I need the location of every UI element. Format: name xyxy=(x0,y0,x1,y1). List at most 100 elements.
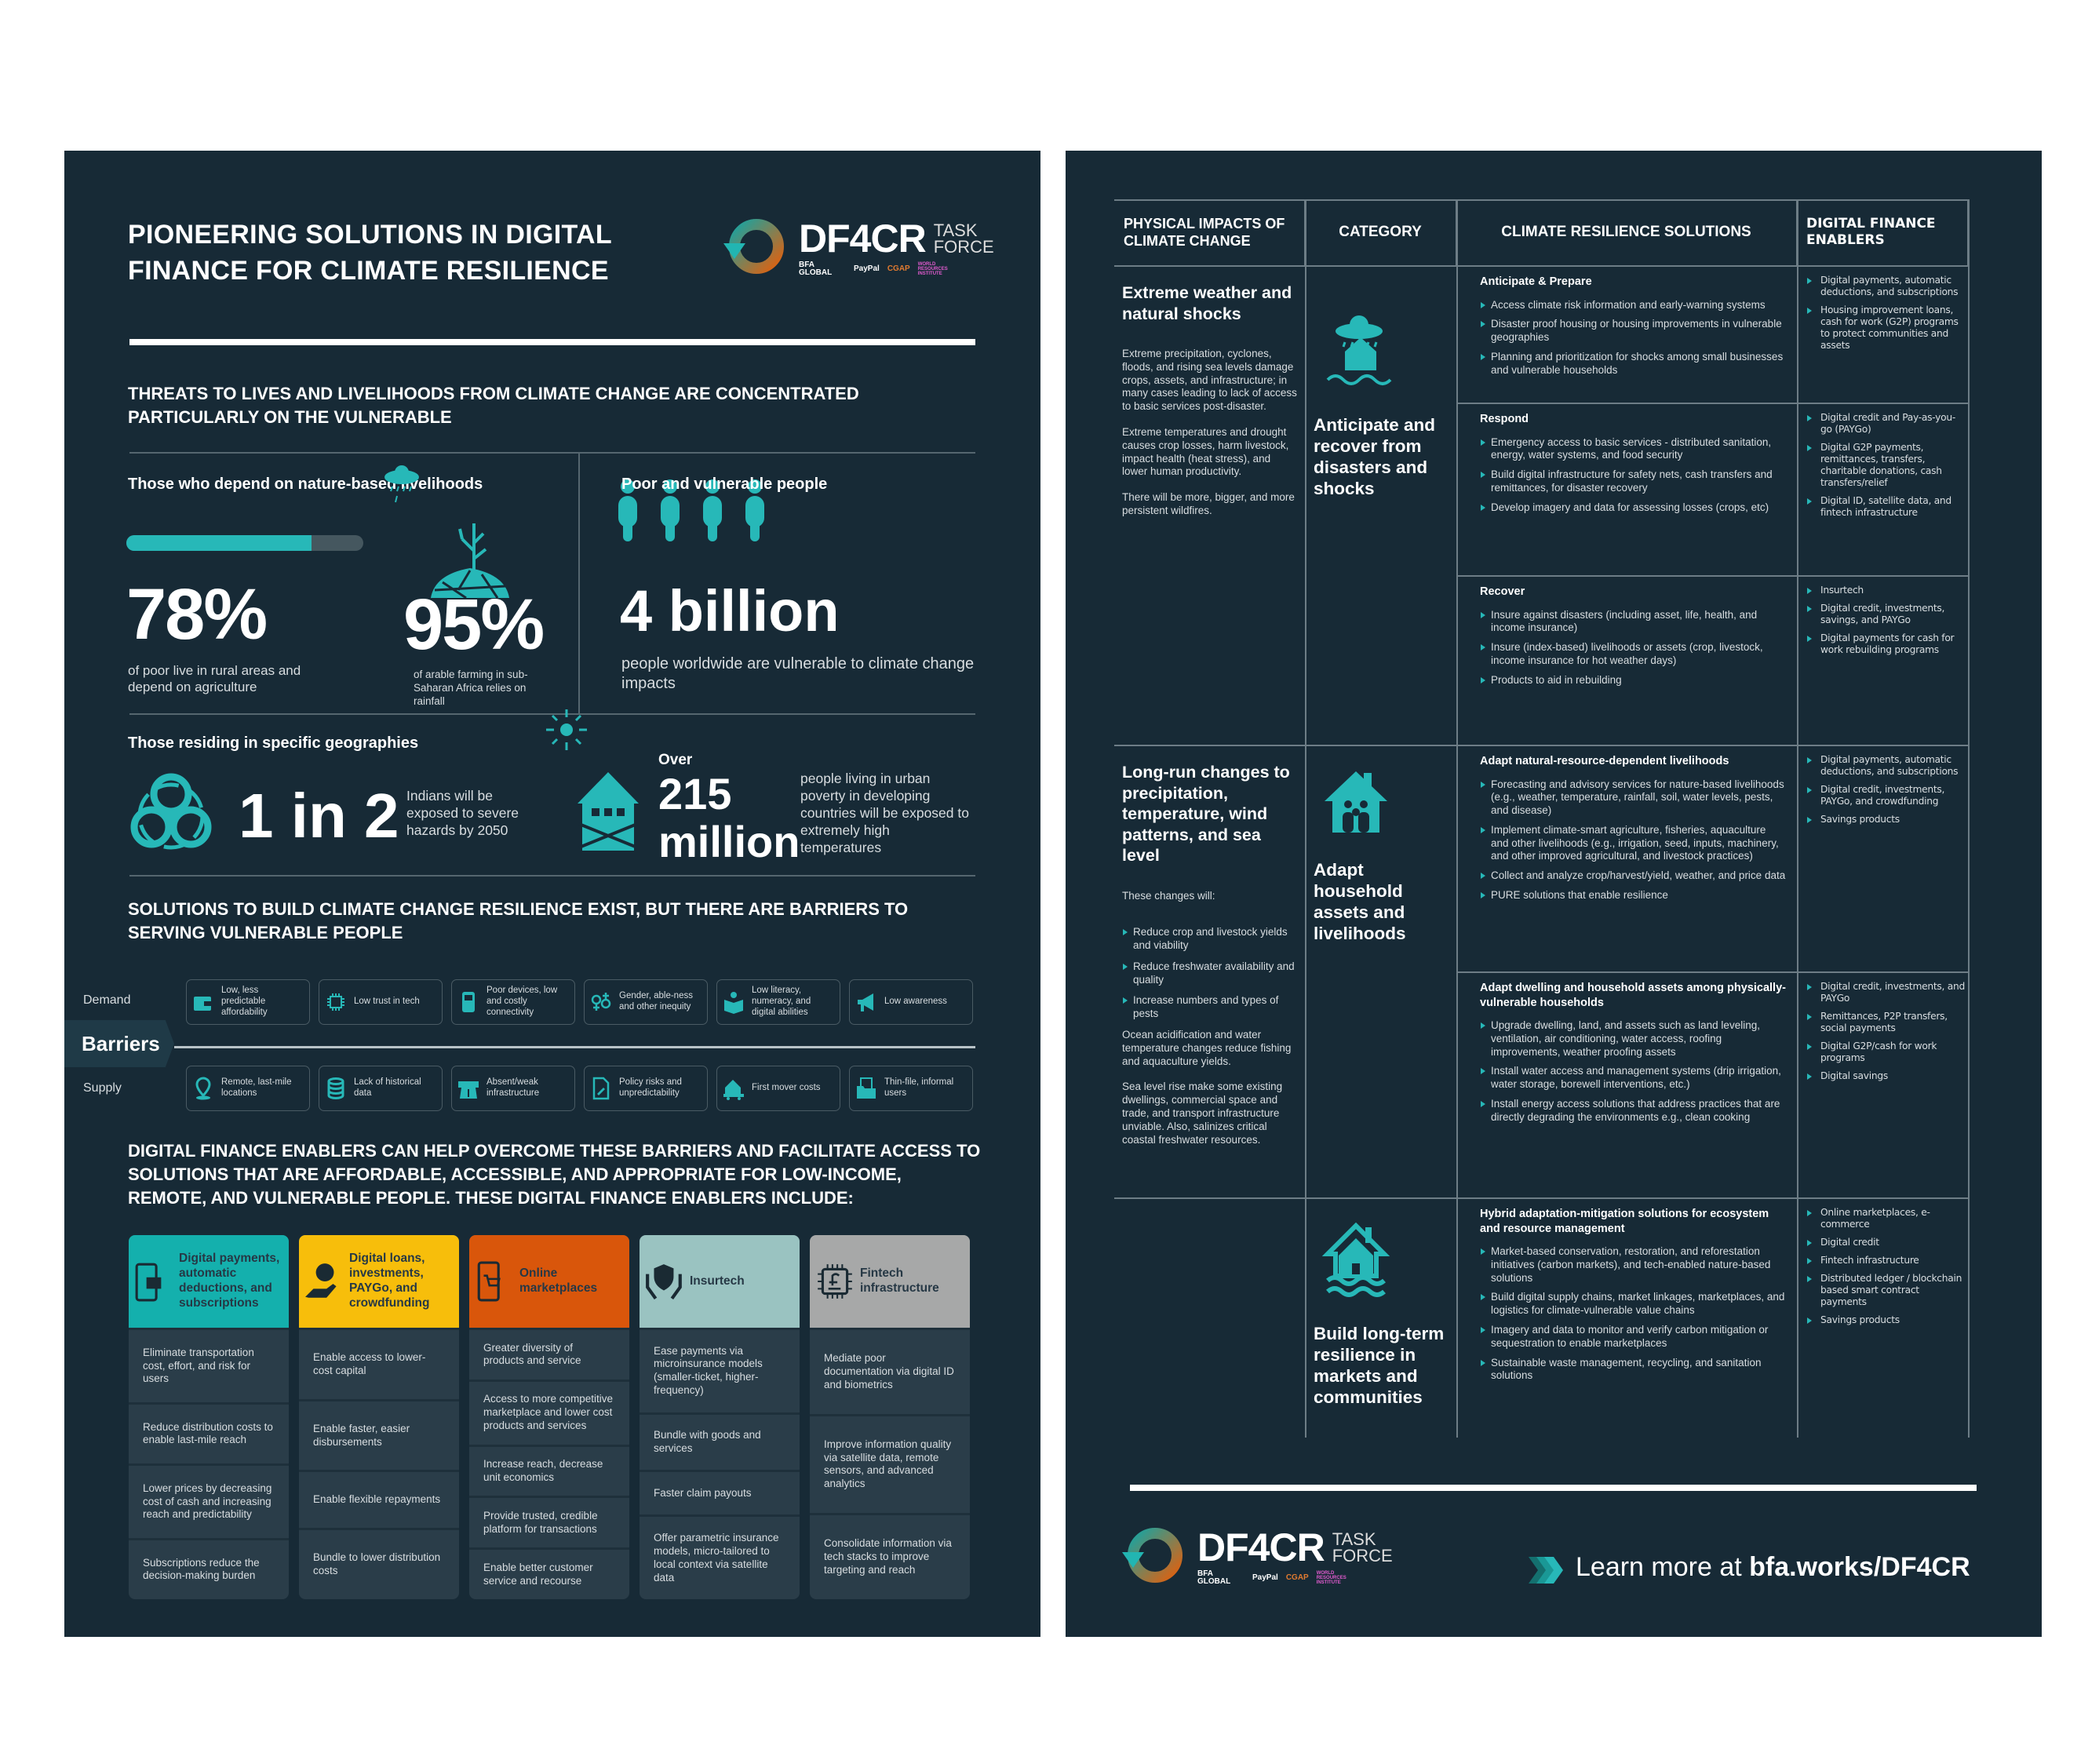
barrier-text: Poor devices, low and costly connectivit… xyxy=(486,986,558,1017)
df4cr-logo: DF4CR TASK FORCE BFA GLOBAL PayPal CGAP WORLD … xyxy=(722,213,994,279)
enabler-header: Digital payments, automatic deductions, … xyxy=(129,1235,289,1328)
barrier-demand-item: Low awareness xyxy=(849,979,973,1025)
category-title: Build long-term resilience in markets an… xyxy=(1314,1324,1445,1407)
logo-tag: FORCE xyxy=(933,237,994,257)
sun-icon xyxy=(546,709,587,750)
solution-bullet: Upgrade dwelling, land, and assets such … xyxy=(1480,1019,1786,1059)
barrier-supply-item: First mover costs xyxy=(716,1066,840,1111)
solution-bullet: Build digital supply chains, market link… xyxy=(1480,1291,1786,1318)
impact-title: Long-run changes to precipitation, tempe… xyxy=(1122,763,1290,865)
enablers-cell: Digital payments, automatic deductions, … xyxy=(1806,275,1966,358)
barrier-demand-item: Low trust in tech xyxy=(319,979,443,1025)
barrier-text: Lack of historical data xyxy=(354,1077,421,1098)
impact-bullet: Increase numbers and types of pests xyxy=(1122,994,1299,1021)
barrier-text: Policy risks and unpredictability xyxy=(619,1077,682,1098)
category-cell: Anticipate and recover from disasters an… xyxy=(1314,314,1451,499)
shield-hands-icon xyxy=(646,1264,682,1300)
enabler-bullet: Distributed ledger / blockchain based sm… xyxy=(1806,1273,1966,1308)
solutions-cell: Anticipate & Prepare Access climate risk … xyxy=(1480,275,1786,383)
logo-tag: TASK xyxy=(933,220,978,240)
barrier-text: Low, less predictable affordability xyxy=(221,986,268,1017)
enabler-benefit: Access to more competitive marketplace a… xyxy=(469,1379,629,1445)
urban-stat-unit: million xyxy=(658,817,800,866)
enabler-benefit: Consolidate information via tech stacks … xyxy=(810,1513,970,1599)
enabler-benefit: Eliminate transportation cost, effort, a… xyxy=(129,1328,289,1402)
enabler-title: Fintech infrastructure xyxy=(860,1267,939,1295)
rainfall-stat: 95% xyxy=(403,585,545,665)
partner-logo: BFA GLOBAL xyxy=(1197,1569,1231,1586)
barrier-supply-item: Absent/weak infrastructure xyxy=(451,1066,575,1111)
learn-more-url[interactable]: bfa.works/DF4CR xyxy=(1749,1552,1970,1582)
logo-tag: TASK xyxy=(1332,1529,1376,1549)
geographies-heading: Those residing in specific geographies xyxy=(128,734,419,752)
enabler-bullet: Digital credit, investments, savings, an… xyxy=(1806,603,1966,626)
learn-more-text: Learn more at xyxy=(1576,1552,1750,1582)
enabler-benefit: Enable faster, easier disbursements xyxy=(299,1398,459,1471)
impact-bullet: Reduce crop and livestock yields and via… xyxy=(1122,926,1299,953)
chip-icon xyxy=(327,993,344,1011)
rain-cloud-icon xyxy=(384,465,419,503)
enablers-cell: Digital credit, investments, and PAYGo Re… xyxy=(1806,981,1966,1088)
partner-logo: WORLD RESOURCES INSTITUTE xyxy=(917,262,948,276)
solutions-cell: Respond Emergency access to basic service… xyxy=(1480,412,1786,520)
enabler-benefit: Greater diversity of products and servic… xyxy=(469,1328,629,1379)
enabler-header: Digital loans, investments, PAYGo, and c… xyxy=(299,1235,459,1328)
barrier-text: Low literacy, numeracy, and digital abil… xyxy=(752,986,811,1017)
partner-logo: WORLD RESOURCES INSTITUTE xyxy=(1316,1571,1346,1585)
divider xyxy=(578,452,580,713)
partner-logo: CGAP xyxy=(887,264,910,273)
solutions-cell: Recover Insure against disasters (includi… xyxy=(1480,585,1786,693)
category-cell: Adapt household assets and livelihoods xyxy=(1314,768,1451,944)
partner-logos: BFA GLOBAL PayPal CGAP WORLD RESOURCES INST… xyxy=(799,261,994,277)
india-stat: 1 in 2 xyxy=(239,781,399,851)
impact-bullet: Reduce freshwater availability and quali… xyxy=(1122,960,1299,987)
solution-bullet: Collect and analyze crop/harvest/yield, … xyxy=(1480,869,1786,883)
enabler-bullet: Online marketplaces, e-commerce xyxy=(1806,1207,1966,1230)
group-divider xyxy=(1456,971,1968,973)
category-title: Adapt household assets and livelihoods xyxy=(1314,860,1406,943)
solution-bullet: Insure (index-based) livelihoods or asse… xyxy=(1480,641,1786,668)
enabler-bullet: Digital ID, satellite data, and fintech … xyxy=(1806,495,1966,519)
solution-bullet: Install water access and management syst… xyxy=(1480,1065,1786,1092)
solution-bullet: Emergency access to basic services - dis… xyxy=(1480,436,1786,463)
solution-bullet: Market-based conservation, restoration, … xyxy=(1480,1245,1786,1285)
enabler-benefit: Bundle with goods and services xyxy=(640,1412,800,1471)
impact-paragraph: Sea level rise make some existing dwelli… xyxy=(1122,1081,1283,1146)
enabler-bullet: Digital G2P payments, remittances, trans… xyxy=(1806,442,1966,489)
table-border xyxy=(1797,199,1798,1438)
urban-stat-prefix: Over xyxy=(658,752,693,768)
enabler-benefit: Increase reach, decrease unit economics xyxy=(469,1444,629,1496)
category-title: Anticipate and recover from disasters an… xyxy=(1314,415,1436,498)
header-category: CATEGORY xyxy=(1305,199,1456,265)
flooded-house-icon xyxy=(1321,1223,1390,1297)
enabler-title: Digital payments, automatic deductions, … xyxy=(179,1252,280,1310)
enabler-bullet: Digital credit, investments, and PAYGo xyxy=(1806,981,1966,1004)
partner-logo: BFA GLOBAL xyxy=(799,261,833,277)
learn-more-link[interactable]: Learn more at bfa.works/DF4CR xyxy=(1576,1552,1970,1583)
hand-coin-icon xyxy=(305,1263,337,1298)
gender-icon xyxy=(591,993,611,1011)
enablers-cell: Insurtech Digital credit, investments, sa… xyxy=(1806,585,1966,662)
impact-paragraph: Extreme precipitation, cyclones, floods,… xyxy=(1122,348,1297,413)
enabler-header: Insurtech xyxy=(640,1235,800,1328)
logo-wordmark: DF4CR xyxy=(799,217,927,261)
solution-bullet: Build digital infrastructure for safety … xyxy=(1480,468,1786,495)
enablers-cell: Digital payments, automatic deductions, … xyxy=(1806,754,1966,832)
enabler-bullet: Insurtech xyxy=(1806,585,1966,596)
enabler-title: Online marketplaces xyxy=(519,1267,598,1295)
enablers-cell: Digital credit and Pay-as-you-go (PAYGo)… xyxy=(1806,412,1966,525)
enabler-title: Insurtech xyxy=(690,1274,745,1288)
table-border xyxy=(1114,199,1968,201)
enabler-bullet: Digital credit and Pay-as-you-go (PAYGo) xyxy=(1806,412,1966,436)
solution-bullet: Planning and prioritization for shocks a… xyxy=(1480,351,1786,377)
group-divider xyxy=(1456,403,1968,404)
urban-caption: people living in urban poverty in develo… xyxy=(800,771,969,855)
mobile-card-icon xyxy=(135,1263,162,1302)
solution-bullet: Imagery and data to monitor and verify c… xyxy=(1480,1324,1786,1350)
table-border xyxy=(1114,265,1968,267)
barrier-demand-item: Low, less predictable affordability xyxy=(186,979,310,1025)
policy-document-icon xyxy=(592,1077,610,1100)
header-enablers: DIGITAL FINANCE ENABLERS xyxy=(1797,199,1968,265)
enabler-bullet: Digital credit, investments, PAYGo, and … xyxy=(1806,784,1966,807)
demand-label: Demand xyxy=(83,993,131,1007)
